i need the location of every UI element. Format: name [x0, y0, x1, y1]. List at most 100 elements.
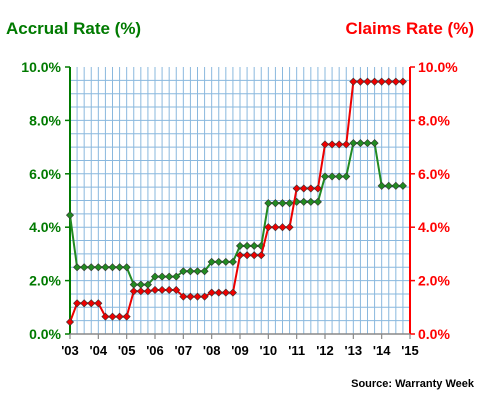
- x-tick-label: '06: [146, 343, 164, 358]
- right-tick-label: 10.0%: [418, 59, 458, 75]
- claims-rate-point: [398, 77, 407, 86]
- accrual-rate-point: [158, 272, 167, 281]
- claims-rate-point: [363, 77, 372, 86]
- claims-rate-point: [200, 292, 209, 301]
- x-tick-label: '11: [288, 343, 305, 358]
- accrual-rate-point: [115, 263, 124, 272]
- accrual-rate-point: [306, 197, 315, 206]
- left-axis-title: Accrual Rate (%): [6, 19, 141, 38]
- claims-rate-point: [108, 312, 117, 321]
- accrual-rate-point: [299, 197, 308, 206]
- claims-rate-point: [320, 140, 330, 149]
- accrual-rate-point: [313, 197, 322, 206]
- accrual-rate-point: [186, 267, 195, 276]
- x-tick-label: '09: [231, 343, 249, 358]
- claims-rate-point: [73, 299, 82, 308]
- x-tick-label: '07: [175, 343, 193, 358]
- left-tick-label: 6.0%: [29, 166, 61, 182]
- claims-rate-point: [349, 77, 358, 86]
- accrual-rate-point: [235, 241, 245, 250]
- accrual-rate-point: [320, 172, 330, 181]
- claims-rate-point: [228, 288, 237, 297]
- claims-rate-point: [172, 285, 181, 294]
- left-tick-label: 10.0%: [21, 59, 61, 75]
- accrual-rate-point: [94, 263, 103, 272]
- claims-rate-point: [179, 292, 188, 301]
- claims-rate-point: [165, 285, 174, 294]
- claims-rate-point: [278, 223, 287, 232]
- claims-rate-point: [384, 77, 393, 86]
- right-tick-label: 6.0%: [418, 166, 450, 182]
- claims-rate-point: [391, 77, 400, 86]
- accrual-rate-point: [165, 272, 174, 281]
- right-tick-label: 8.0%: [418, 112, 450, 128]
- accrual-rate-point: [80, 263, 89, 272]
- accrual-rate-point: [328, 172, 337, 181]
- claims-rate-series: [65, 77, 407, 327]
- claims-rate-point: [129, 287, 138, 296]
- claims-rate-point: [285, 223, 294, 232]
- left-tick-label: 2.0%: [29, 273, 61, 289]
- accrual-rate-point: [193, 267, 202, 276]
- accrual-rate-point: [65, 211, 75, 220]
- claims-rate-point: [101, 312, 110, 321]
- accrual-rate-point: [87, 263, 96, 272]
- x-tick-label: '03: [61, 343, 79, 358]
- accrual-rate-point: [398, 181, 407, 190]
- left-tick-label: 4.0%: [29, 219, 61, 235]
- claims-rate-point: [122, 312, 131, 321]
- series-layer: [65, 77, 407, 327]
- accrual-rate-point: [391, 181, 400, 190]
- right-tick-label: 4.0%: [418, 219, 450, 235]
- source-note: Source: Warranty Week: [351, 378, 475, 390]
- claims-rate-point: [94, 299, 103, 308]
- accrual-rate-point: [250, 241, 259, 250]
- claims-rate-point: [257, 251, 266, 260]
- accrual-rate-point: [122, 263, 131, 272]
- accrual-rate-point: [335, 172, 344, 181]
- left-tick-label: 8.0%: [29, 112, 61, 128]
- accrual-rate-point: [243, 241, 252, 250]
- claims-rate-point: [158, 285, 167, 294]
- x-tick-label: '05: [118, 343, 136, 358]
- claims-rate-point: [207, 288, 216, 297]
- x-tick-label: '08: [203, 343, 221, 358]
- claims-rate-point: [221, 288, 230, 297]
- accrual-rate-point: [377, 181, 386, 190]
- claims-rate-point: [264, 223, 273, 232]
- claims-rate-point: [377, 77, 386, 86]
- accrual-rate-series: [65, 139, 407, 289]
- claims-rate-point: [80, 299, 89, 308]
- x-tick-label: '04: [90, 343, 108, 358]
- claims-rate-point: [356, 77, 365, 86]
- accrual-rate-point: [108, 263, 117, 272]
- claims-rate-point: [250, 251, 259, 260]
- accrual-rate-point: [384, 181, 393, 190]
- claims-rate-point: [271, 223, 280, 232]
- accrual-rate-point: [150, 272, 160, 281]
- accrual-rate-point: [264, 199, 273, 208]
- x-tick-label: '12: [316, 343, 334, 358]
- axes: [65, 66, 415, 339]
- claims-rate-point: [342, 140, 351, 149]
- accrual-rate-point: [207, 257, 216, 266]
- claims-rate-point: [65, 317, 75, 327]
- accrual-rate-point: [285, 199, 294, 208]
- right-tick-label: 0.0%: [418, 326, 450, 342]
- claims-rate-point: [115, 312, 124, 321]
- accrual-rate-point: [342, 172, 351, 181]
- accrual-rate-point: [349, 139, 358, 148]
- accrual-rate-point: [278, 199, 287, 208]
- tick-labels: 0.0% 2.0% 4.0% 6.0% 8.0% 10.0% 0.0% 2.0% 4.0% 6.0…: [21, 59, 458, 358]
- claims-rate-point: [150, 285, 160, 294]
- claims-rate-point: [136, 287, 145, 296]
- claims-rate-point: [235, 251, 245, 260]
- claims-rate-point: [143, 287, 152, 296]
- accrual-rate-point: [363, 139, 372, 148]
- claims-rate-point: [87, 299, 96, 308]
- claims-rate-point: [186, 292, 195, 301]
- accrual-rate-point: [179, 267, 188, 276]
- accrual-rate-point: [101, 263, 110, 272]
- claims-rate-point: [193, 292, 202, 301]
